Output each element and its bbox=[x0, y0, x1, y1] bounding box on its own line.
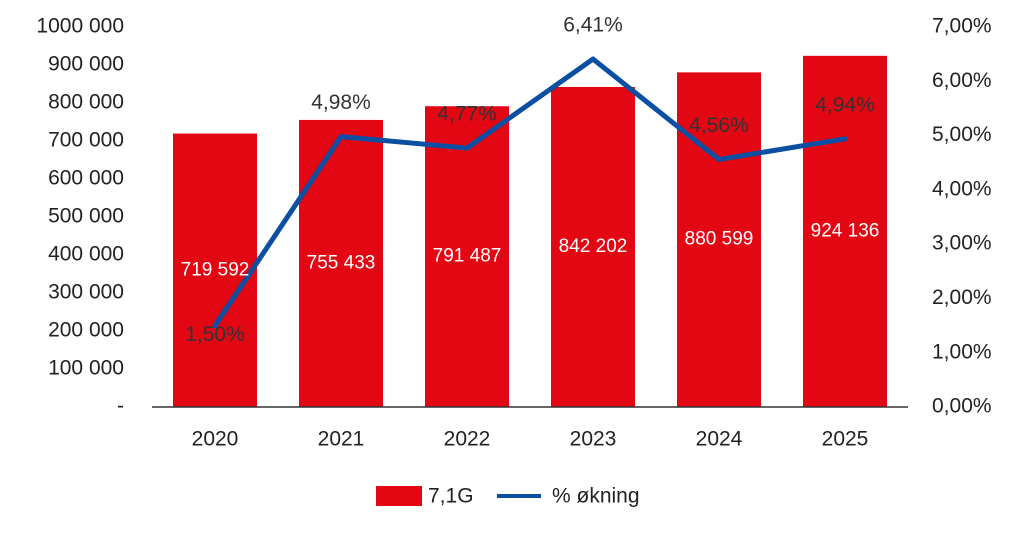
legend-label-bars: 7,1G bbox=[428, 485, 474, 508]
right-axis-tick-label: 2,00% bbox=[932, 286, 992, 309]
line-point-2022 bbox=[464, 145, 470, 151]
x-axis-tick-label-2023: 2023 bbox=[570, 428, 617, 451]
legend-label-line: % økning bbox=[552, 485, 640, 508]
left-axis-tick-label: 500 000 bbox=[48, 205, 124, 228]
left-axis-tick-label: 1000 000 bbox=[36, 15, 124, 38]
left-axis-tick-label: 300 000 bbox=[48, 281, 124, 304]
left-axis-tick-label: 800 000 bbox=[48, 91, 124, 114]
bar-value-label-2024: 880 599 bbox=[685, 229, 754, 250]
line-value-label-2021: 4,98% bbox=[311, 91, 371, 114]
x-axis-tick-label-2021: 2021 bbox=[318, 428, 365, 451]
line-percent-increase bbox=[212, 56, 848, 329]
x-axis-tick-label-2025: 2025 bbox=[822, 428, 869, 451]
line-value-label-2025: 4,94% bbox=[815, 93, 875, 116]
bar-value-label-2020: 719 592 bbox=[181, 259, 250, 280]
line-value-label-2020: 1,50% bbox=[185, 323, 245, 346]
line-layer bbox=[212, 56, 848, 329]
legend-swatch-bars bbox=[376, 486, 422, 506]
right-axis-tick-label: 4,00% bbox=[932, 177, 992, 200]
x-axis-tick-label-2022: 2022 bbox=[444, 428, 491, 451]
bar-2025 bbox=[803, 55, 887, 408]
bar-2024 bbox=[677, 72, 761, 408]
x-axis: 2020 2021 2022 2023 2024 2025 bbox=[192, 428, 869, 451]
left-axis-tick-label: 200 000 bbox=[48, 319, 124, 342]
bar-value-label-2022: 791 487 bbox=[433, 246, 502, 267]
left-axis-tick-label: 400 000 bbox=[48, 243, 124, 266]
right-axis-tick-label: 0,00% bbox=[932, 395, 992, 418]
line-point-2024 bbox=[716, 156, 722, 162]
x-axis-tick-label-2020: 2020 bbox=[192, 428, 239, 451]
x-axis-tick-label-2024: 2024 bbox=[696, 428, 743, 451]
line-value-label-2024: 4,56% bbox=[689, 114, 749, 137]
bar-2023 bbox=[551, 86, 635, 407]
left-axis: - 100 000 200 000 300 000 400 000 500 000 600 … bbox=[36, 15, 124, 418]
line-point-2023 bbox=[590, 56, 596, 62]
bar-value-label-2023: 842 202 bbox=[559, 236, 628, 257]
labels-layer: 719 592 755 433 791 487 842 202 880 599 924 1… bbox=[181, 14, 880, 347]
right-axis-tick-label: 6,00% bbox=[932, 69, 992, 92]
right-axis-tick-label: 3,00% bbox=[932, 232, 992, 255]
right-axis: 0,00% 1,00% 2,00% 3,00% 4,00% 5,00% 6,00% 7,00% bbox=[932, 15, 992, 418]
line-value-label-2022: 4,77% bbox=[437, 103, 497, 126]
bar-value-label-2025: 924 136 bbox=[811, 220, 880, 241]
bars-layer bbox=[173, 55, 887, 408]
bar-2020 bbox=[173, 133, 257, 407]
line-point-2025 bbox=[842, 136, 848, 142]
left-axis-tick-label: 700 000 bbox=[48, 129, 124, 152]
right-axis-tick-label: 5,00% bbox=[932, 123, 992, 146]
bar-2022 bbox=[425, 106, 509, 408]
left-axis-tick-label: 900 000 bbox=[48, 53, 124, 76]
left-axis-tick-label: - bbox=[117, 395, 124, 418]
right-axis-tick-label: 1,00% bbox=[932, 340, 992, 363]
bar-value-label-2021: 755 433 bbox=[307, 252, 376, 273]
left-axis-tick-label: 600 000 bbox=[48, 167, 124, 190]
right-axis-tick-label: 7,00% bbox=[932, 15, 992, 38]
bar-2021 bbox=[299, 119, 383, 408]
line-point-2021 bbox=[338, 134, 344, 140]
line-value-label-2023: 6,41% bbox=[563, 14, 623, 37]
line-point-2020 bbox=[212, 323, 218, 329]
legend: 7,1G % økning bbox=[376, 485, 640, 508]
left-axis-tick-label: 100 000 bbox=[48, 357, 124, 380]
